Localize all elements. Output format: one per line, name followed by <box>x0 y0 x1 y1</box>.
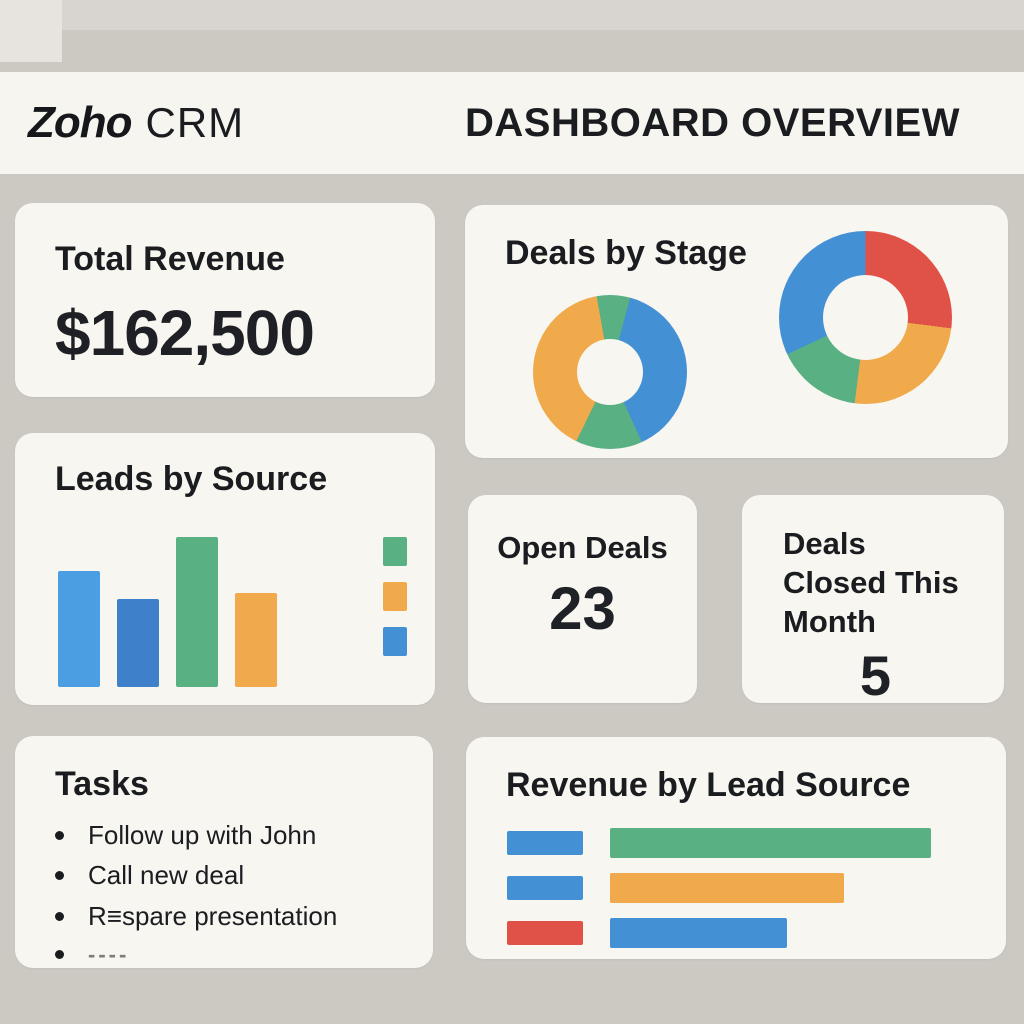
card-total-revenue[interactable]: Total Revenue $162,500 <box>15 203 435 397</box>
card-revenue-by-lead-source[interactable]: Revenue by Lead Source <box>466 737 1006 959</box>
deals-by-stage-donut-large <box>779 231 952 404</box>
legend-swatch-green <box>383 537 407 566</box>
revenue-bar-green <box>610 827 931 858</box>
card-tasks[interactable]: Tasks Follow up with John Call new deal R≡… <box>15 736 433 968</box>
brand-logo[interactable]: Zoho CRM <box>28 72 244 174</box>
page-title: DASHBOARD OVERVIEW <box>465 100 960 145</box>
card-leads-by-source[interactable]: Leads by Source <box>15 433 435 705</box>
legend-swatch-blue <box>507 830 583 855</box>
open-deals-value: 23 <box>549 575 616 643</box>
bullet-icon <box>55 950 64 960</box>
bullet-icon <box>55 911 64 921</box>
bar-track <box>610 872 931 903</box>
card-open-deals[interactable]: Open Deals 23 <box>468 495 697 703</box>
bullet-icon <box>55 830 64 840</box>
task-item[interactable]: Call new deal <box>55 861 403 890</box>
open-deals-title: Open Deals <box>497 530 668 565</box>
task-list: Follow up with John Call new deal R≡spare … <box>55 821 403 967</box>
revenue-by-lead-source-title: Revenue by Lead Source <box>506 766 911 804</box>
revenue-row-2 <box>507 872 1006 903</box>
leads-bar-1 <box>58 571 100 687</box>
revenue-by-lead-source-chart <box>507 827 1006 948</box>
leads-bar-2 <box>117 598 159 687</box>
task-label: Call new deal <box>88 860 245 891</box>
revenue-row-3 <box>507 917 1006 948</box>
task-item[interactable]: R≡spare presentation <box>55 902 403 931</box>
bullet-icon <box>55 871 64 881</box>
card-deals-by-stage[interactable]: Deals by Stage <box>465 205 1008 458</box>
legend-swatch-blue <box>383 627 407 656</box>
leads-bar-4 <box>235 592 277 687</box>
deals-by-stage-title: Deals by Stage <box>505 234 747 272</box>
revenue-bar-orange <box>610 872 845 903</box>
task-label: R≡spare presentation <box>88 900 338 931</box>
leads-by-source-title: Leads by Source <box>55 460 328 498</box>
legend-swatch-red <box>507 920 583 945</box>
legend-swatch-blue <box>507 875 583 900</box>
task-item[interactable]: ---- <box>55 941 403 967</box>
deals-by-stage-donut-small <box>533 295 687 449</box>
total-revenue-value: $162,500 <box>55 296 315 369</box>
task-label: Follow up with John <box>88 819 317 850</box>
leads-by-source-bar-chart <box>58 537 277 687</box>
task-item[interactable]: Follow up with John <box>55 821 403 850</box>
brand-product: CRM <box>145 99 245 146</box>
legend-swatch-orange <box>383 582 407 611</box>
deals-closed-value: 5 <box>859 644 892 708</box>
leads-by-source-legend <box>383 537 407 656</box>
background-top-strip <box>0 0 1024 30</box>
leads-bar-3 <box>176 537 218 687</box>
deals-closed-title: Deals Closed This Month <box>783 526 959 639</box>
revenue-bar-blue <box>610 917 787 948</box>
app-header: Zoho CRM DASHBOARD OVERVIEW <box>0 72 1024 174</box>
revenue-row-1 <box>507 827 1006 858</box>
card-deals-closed-this-month[interactable]: Deals Closed This Month 5 <box>742 495 1004 707</box>
tasks-title: Tasks <box>55 765 149 803</box>
task-label: ---- <box>88 941 130 967</box>
bar-track <box>610 827 931 858</box>
brand-name: Zoho <box>28 98 133 147</box>
total-revenue-title: Total Revenue <box>55 240 285 278</box>
background-corner-patch <box>0 0 62 62</box>
bar-track <box>610 917 931 948</box>
